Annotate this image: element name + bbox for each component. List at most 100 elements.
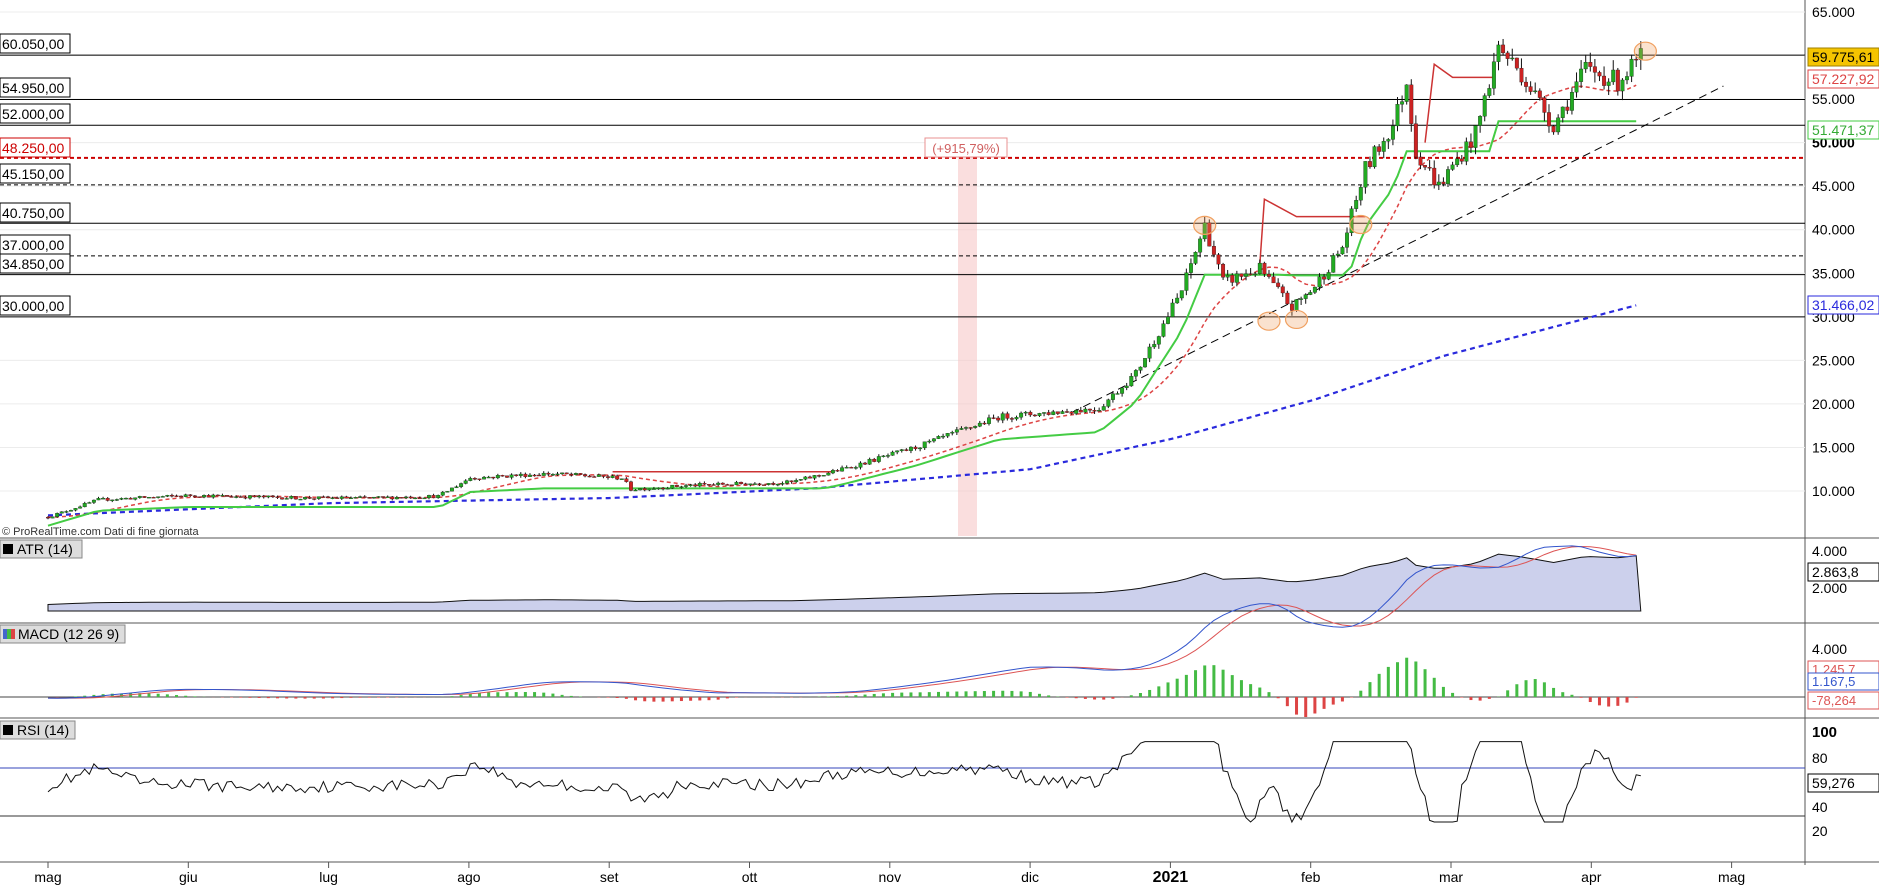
candle-body <box>509 474 514 478</box>
y-tick-label: 55.000 <box>1812 91 1855 107</box>
candle-body <box>1537 90 1542 98</box>
macd-hist-bar <box>1331 697 1335 705</box>
macd-hist-bar <box>1634 697 1638 698</box>
candle-body <box>206 495 211 498</box>
level-label: 60.050,00 <box>2 36 64 52</box>
candle-body <box>197 496 202 498</box>
candle-body <box>1078 409 1083 413</box>
macd-hist-bar <box>156 693 160 697</box>
candle-body <box>243 496 248 499</box>
macd-hist-bar <box>1340 697 1344 702</box>
rsi-title-box <box>0 720 76 740</box>
macd-hist-bar <box>946 691 950 697</box>
candle-body <box>491 476 496 479</box>
candle-body <box>91 499 96 503</box>
macd-hist-bar <box>872 693 876 697</box>
candle-body <box>688 484 693 486</box>
candle-body <box>1478 116 1483 126</box>
candle-body <box>82 503 87 508</box>
macd-hist-bar <box>1203 665 1207 697</box>
y-tick-label: 20.000 <box>1812 396 1855 412</box>
candle-body <box>555 473 560 476</box>
macd-hist-bar <box>661 697 665 702</box>
macd-hist-bar <box>1533 679 1537 697</box>
candle-body <box>312 498 317 500</box>
macd-hist-bar <box>909 692 913 697</box>
candle-body <box>794 480 799 483</box>
candle-body <box>151 496 156 499</box>
rsi-series <box>0 741 1805 824</box>
candle-body <box>665 488 670 490</box>
candle-body <box>1294 299 1299 311</box>
y-tick-label: 35.000 <box>1812 265 1855 281</box>
candle-body <box>427 495 431 499</box>
candle-body <box>440 491 445 496</box>
candle-body <box>629 481 633 491</box>
candle-body <box>881 455 886 458</box>
candle-body <box>1611 69 1616 83</box>
candle-body <box>183 494 188 497</box>
candle-body <box>73 508 78 511</box>
candle-body <box>344 496 349 499</box>
candle-body <box>422 497 427 500</box>
candle-body <box>399 497 404 499</box>
candle-body <box>1377 146 1382 152</box>
candle-body <box>656 487 661 490</box>
y-tick-label: 15.000 <box>1812 439 1855 455</box>
candle-body <box>1257 262 1262 275</box>
atr-area <box>47 553 1642 612</box>
x-tick-label: mag <box>1718 869 1745 885</box>
candle-body <box>927 440 932 443</box>
candle-body <box>1051 411 1056 415</box>
candle-body <box>1120 387 1125 394</box>
chandelier-line <box>1424 62 1494 143</box>
candle-body <box>647 488 652 491</box>
candle-body <box>1184 272 1189 291</box>
candle-body <box>743 483 748 486</box>
candle-body <box>46 516 50 519</box>
candle-body <box>1161 323 1166 337</box>
atr-tick: 2.000 <box>1812 580 1847 596</box>
candle-body <box>1074 409 1079 414</box>
candle-body <box>1413 123 1418 158</box>
candle-body <box>798 479 803 481</box>
candle-body <box>417 497 422 500</box>
candle-body <box>541 472 546 476</box>
candle-body <box>853 467 858 469</box>
candle-body <box>523 473 528 477</box>
trend-line <box>1071 85 1724 414</box>
candle-body <box>606 476 610 478</box>
macd-hist-bar <box>1405 657 1409 697</box>
candle-body <box>169 495 174 497</box>
candle-body <box>964 427 968 429</box>
candle-body <box>1400 101 1405 105</box>
candle-body <box>505 475 509 478</box>
candle-body <box>284 498 289 500</box>
rsi-tick: 20 <box>1812 823 1828 839</box>
candle-body <box>711 484 716 486</box>
candle-body <box>1404 84 1409 102</box>
macd-hist-bar <box>523 691 527 697</box>
macd-swatch <box>7 629 11 639</box>
candle-body <box>954 429 959 433</box>
candle-body <box>863 462 867 465</box>
candle-body <box>133 497 138 500</box>
macd-hist-bar <box>1561 692 1565 697</box>
candle-body <box>101 498 106 500</box>
candle-body <box>1198 238 1203 253</box>
macd-hist-bar <box>1037 693 1041 697</box>
macd-value: -78,264 <box>1812 693 1856 708</box>
macd-hist-bar <box>1304 697 1308 718</box>
macd-hist-bar <box>331 697 335 699</box>
x-tick-label: 2021 <box>1153 869 1189 885</box>
candle-body <box>1193 252 1198 264</box>
candle-body <box>1239 273 1244 277</box>
candle-body <box>50 516 55 519</box>
candle-body <box>1634 58 1639 61</box>
sma-slow-line <box>47 304 1637 517</box>
candle-body <box>1436 181 1441 186</box>
candle-body <box>564 472 569 475</box>
candle-body <box>119 498 124 500</box>
level-label-box <box>0 202 71 223</box>
macd-hist-bar <box>321 697 325 699</box>
